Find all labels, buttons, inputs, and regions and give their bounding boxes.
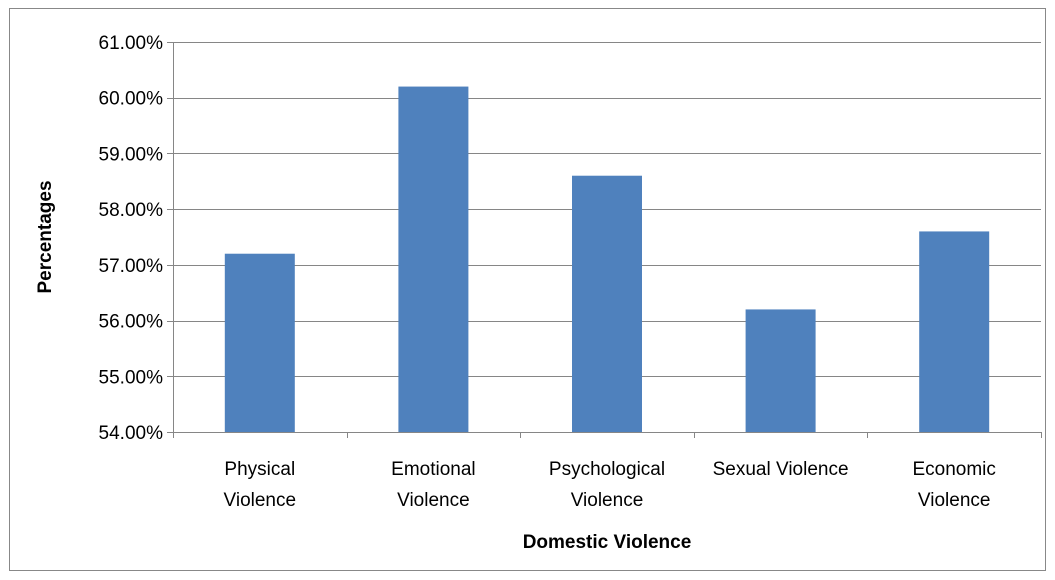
x-tick-label: Physical Violence xyxy=(224,459,297,511)
bar xyxy=(919,231,990,432)
x-tick-label: Economic Violence xyxy=(912,459,995,511)
bars xyxy=(224,86,990,433)
y-tick-label: 60.00% xyxy=(99,89,164,110)
bar xyxy=(572,175,642,432)
x-tick-label: Psychological Violence xyxy=(549,459,665,511)
chart-frame: 54.00% 55.00% 56.00% 57.00% 58.00% 59.00% 60.0… xyxy=(9,8,1046,571)
bar xyxy=(398,86,469,433)
bar xyxy=(745,309,816,432)
x-tick-label: Sexual Violence xyxy=(713,459,849,480)
y-tick-label: 61.00% xyxy=(99,33,164,54)
y-tick-label: 55.00% xyxy=(99,367,164,388)
x-tick-labels: Physical Violence Emotional Violence Psychol… xyxy=(224,459,996,511)
bar-chart: 54.00% 55.00% 56.00% 57.00% 58.00% 59.00% 60.0… xyxy=(35,33,1042,553)
y-tick-label: 59.00% xyxy=(99,144,164,165)
bar xyxy=(224,253,295,432)
y-tick-label: 58.00% xyxy=(99,200,164,221)
y-tick-label: 54.00% xyxy=(99,423,164,444)
y-axis-title: Percentages xyxy=(35,180,56,293)
y-tick-labels: 54.00% 55.00% 56.00% 57.00% 58.00% 59.00% 60.0… xyxy=(99,33,164,444)
y-tick-label: 57.00% xyxy=(99,256,164,277)
x-tick-label: Emotional Violence xyxy=(391,459,476,511)
y-tick-label: 56.00% xyxy=(99,312,164,333)
axes xyxy=(173,42,1042,438)
x-axis-title: Domestic Violence xyxy=(523,532,692,553)
